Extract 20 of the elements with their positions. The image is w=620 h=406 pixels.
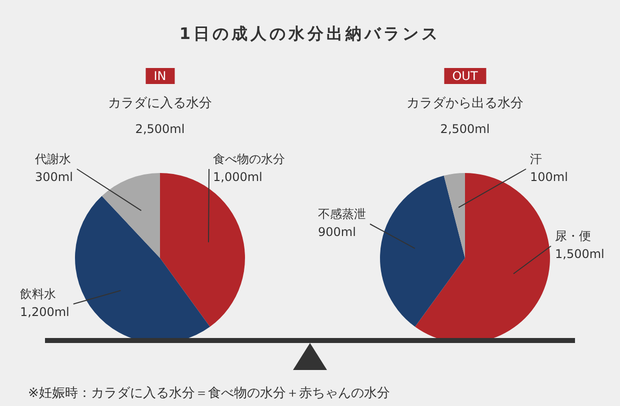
slice-label: 代謝水 — [34, 152, 71, 166]
slice-label: 汗 — [530, 152, 542, 166]
data-label: 100ml — [530, 170, 568, 184]
text: 1日の成人の水分出納バランス — [179, 24, 441, 45]
slice-label: 不感蒸泄 — [318, 207, 366, 222]
data-label: 1,200ml — [20, 305, 70, 320]
chart-subtitle: 2,500ml — [135, 122, 185, 136]
slice-label: 飲料水 — [20, 287, 56, 302]
text: ※妊娠時：カラダに入る水分＝食べ物の水分＋赤ちゃんの水分 — [28, 385, 390, 402]
text: IN — [146, 68, 174, 84]
chart-subtitle: 2,500ml — [440, 122, 490, 136]
data-label: 900ml — [318, 225, 356, 240]
data-label: 1,500ml — [555, 247, 604, 262]
chart-title: カラダから出る水分 — [406, 95, 524, 112]
slice-label: 尿・便 — [555, 229, 591, 244]
chart-title: カラダに入る水分 — [108, 95, 212, 112]
data-label: 1,000ml — [213, 170, 262, 184]
slice-label: 食べ物の水分 — [213, 152, 285, 166]
data-label: 300ml — [35, 170, 73, 184]
text: OUT — [444, 68, 486, 84]
